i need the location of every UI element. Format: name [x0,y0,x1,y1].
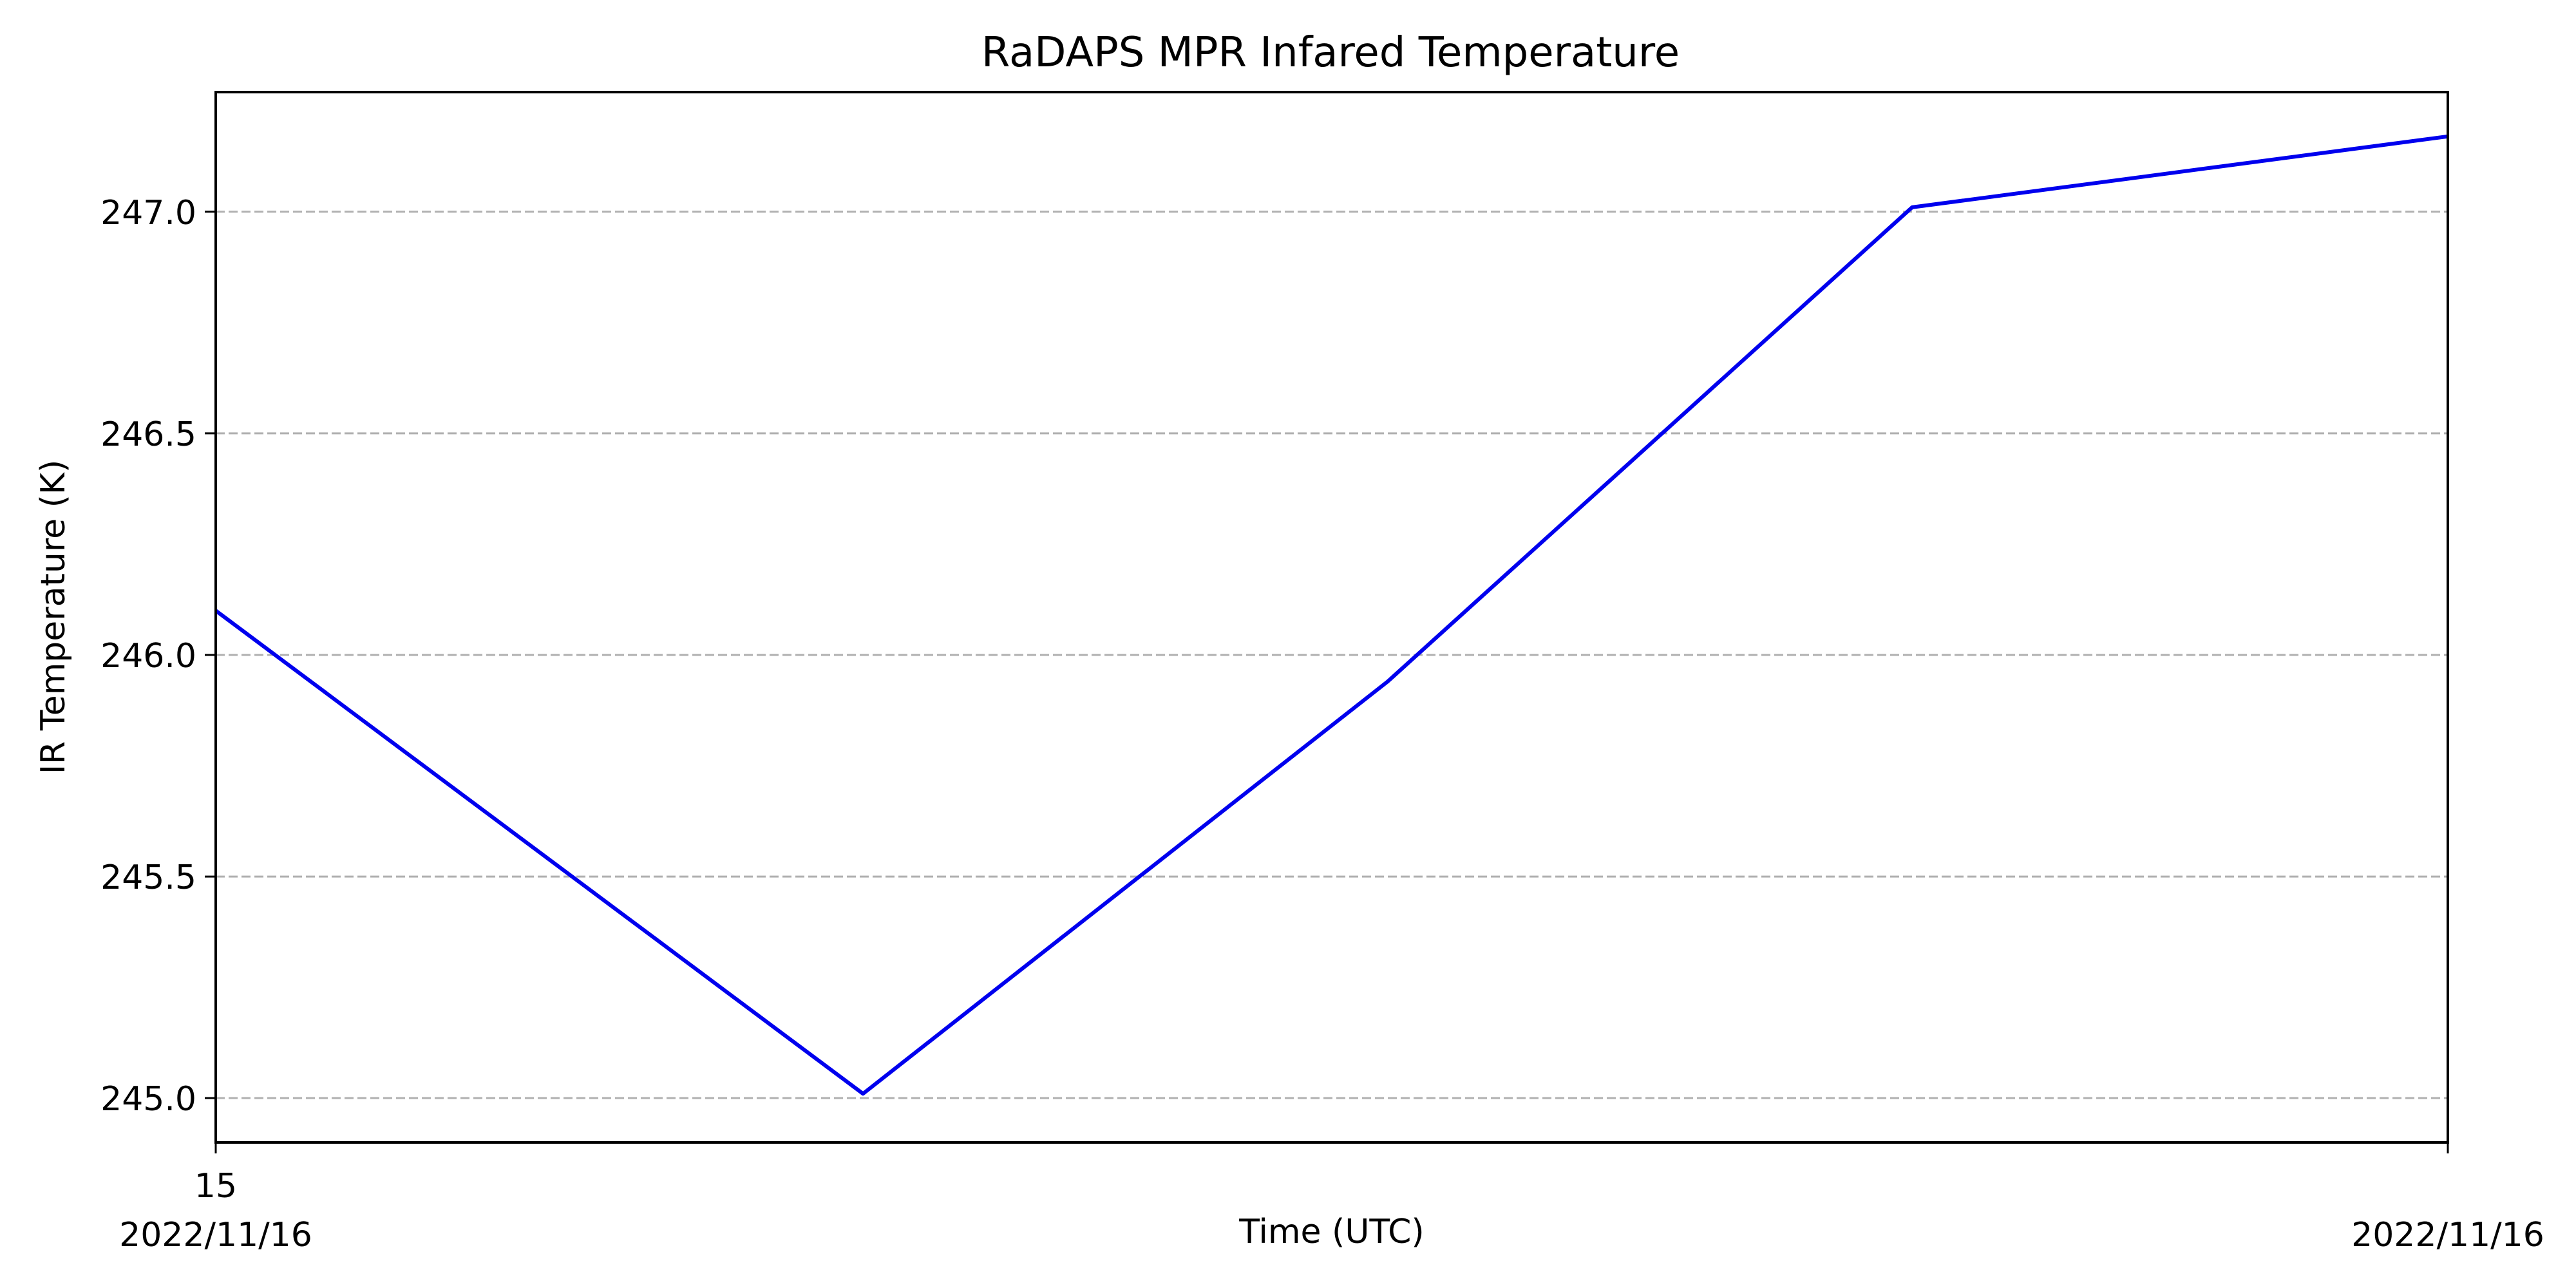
y-axis-label: IR Temperature (K) [34,460,73,775]
y-tick-label: 245.0 [100,1080,196,1119]
series-lines [214,134,2448,1096]
x-tick-label-date: 2022/11/16 [2351,1216,2544,1255]
x-axis-label: Time (UTC) [1238,1213,1424,1251]
gridlines [216,211,2448,1099]
y-tick-label: 246.0 [100,637,196,676]
x-tick-label-hour: 15 [194,1167,237,1206]
series-line [214,134,2448,1096]
y-tick-label: 246.5 [100,415,196,454]
x-tick-label-date: 2022/11/16 [119,1216,312,1255]
plot-area-frame [214,91,2449,1144]
y-tick-label: 245.5 [100,858,196,897]
y-tick-label: 247.0 [100,194,196,232]
y-axis-ticks: 245.0 245.5 246.0 246.5 247.0 [100,194,216,1119]
chart-title: RaDAPS MPR Infared Temperature [981,29,1680,77]
x-axis-ticks: 15 2022/11/16 2022/11/16 [119,1142,2544,1255]
